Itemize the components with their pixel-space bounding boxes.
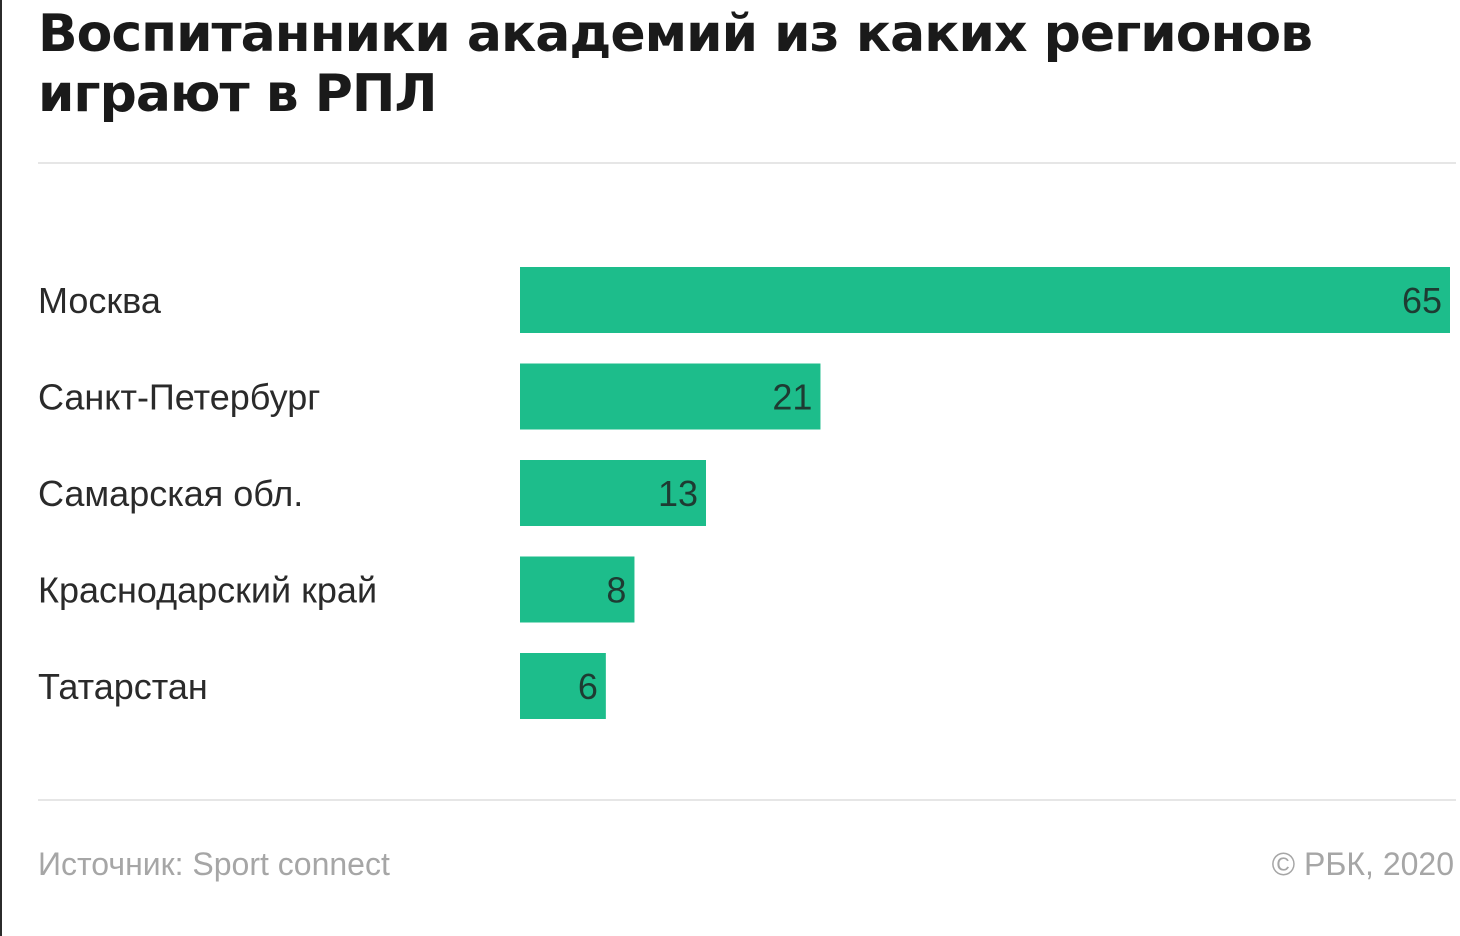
value-label: 65 <box>1402 280 1442 321</box>
category-label: Татарстан <box>38 666 208 707</box>
category-label: Самарская обл. <box>38 473 303 514</box>
top-divider <box>38 162 1456 164</box>
chart-title: Воспитанники академий из каких регионов … <box>38 4 1313 124</box>
category-label: Москва <box>38 280 162 321</box>
bar <box>520 556 635 623</box>
value-label: 6 <box>578 666 598 707</box>
category-label: Санкт-Петербург <box>38 377 320 418</box>
bottom-divider <box>38 799 1456 801</box>
value-label: 13 <box>658 473 698 514</box>
category-label: Краснодарский край <box>38 570 377 611</box>
value-label: 21 <box>772 377 812 418</box>
bar <box>520 363 821 430</box>
copyright-note: © РБК, 2020 <box>1271 846 1454 882</box>
bar <box>520 653 606 719</box>
bar <box>520 267 1450 333</box>
source-note: Источник: Sport connect <box>38 846 390 882</box>
left-edge-line <box>0 0 2 936</box>
bar <box>520 460 706 526</box>
value-label: 8 <box>606 570 626 611</box>
